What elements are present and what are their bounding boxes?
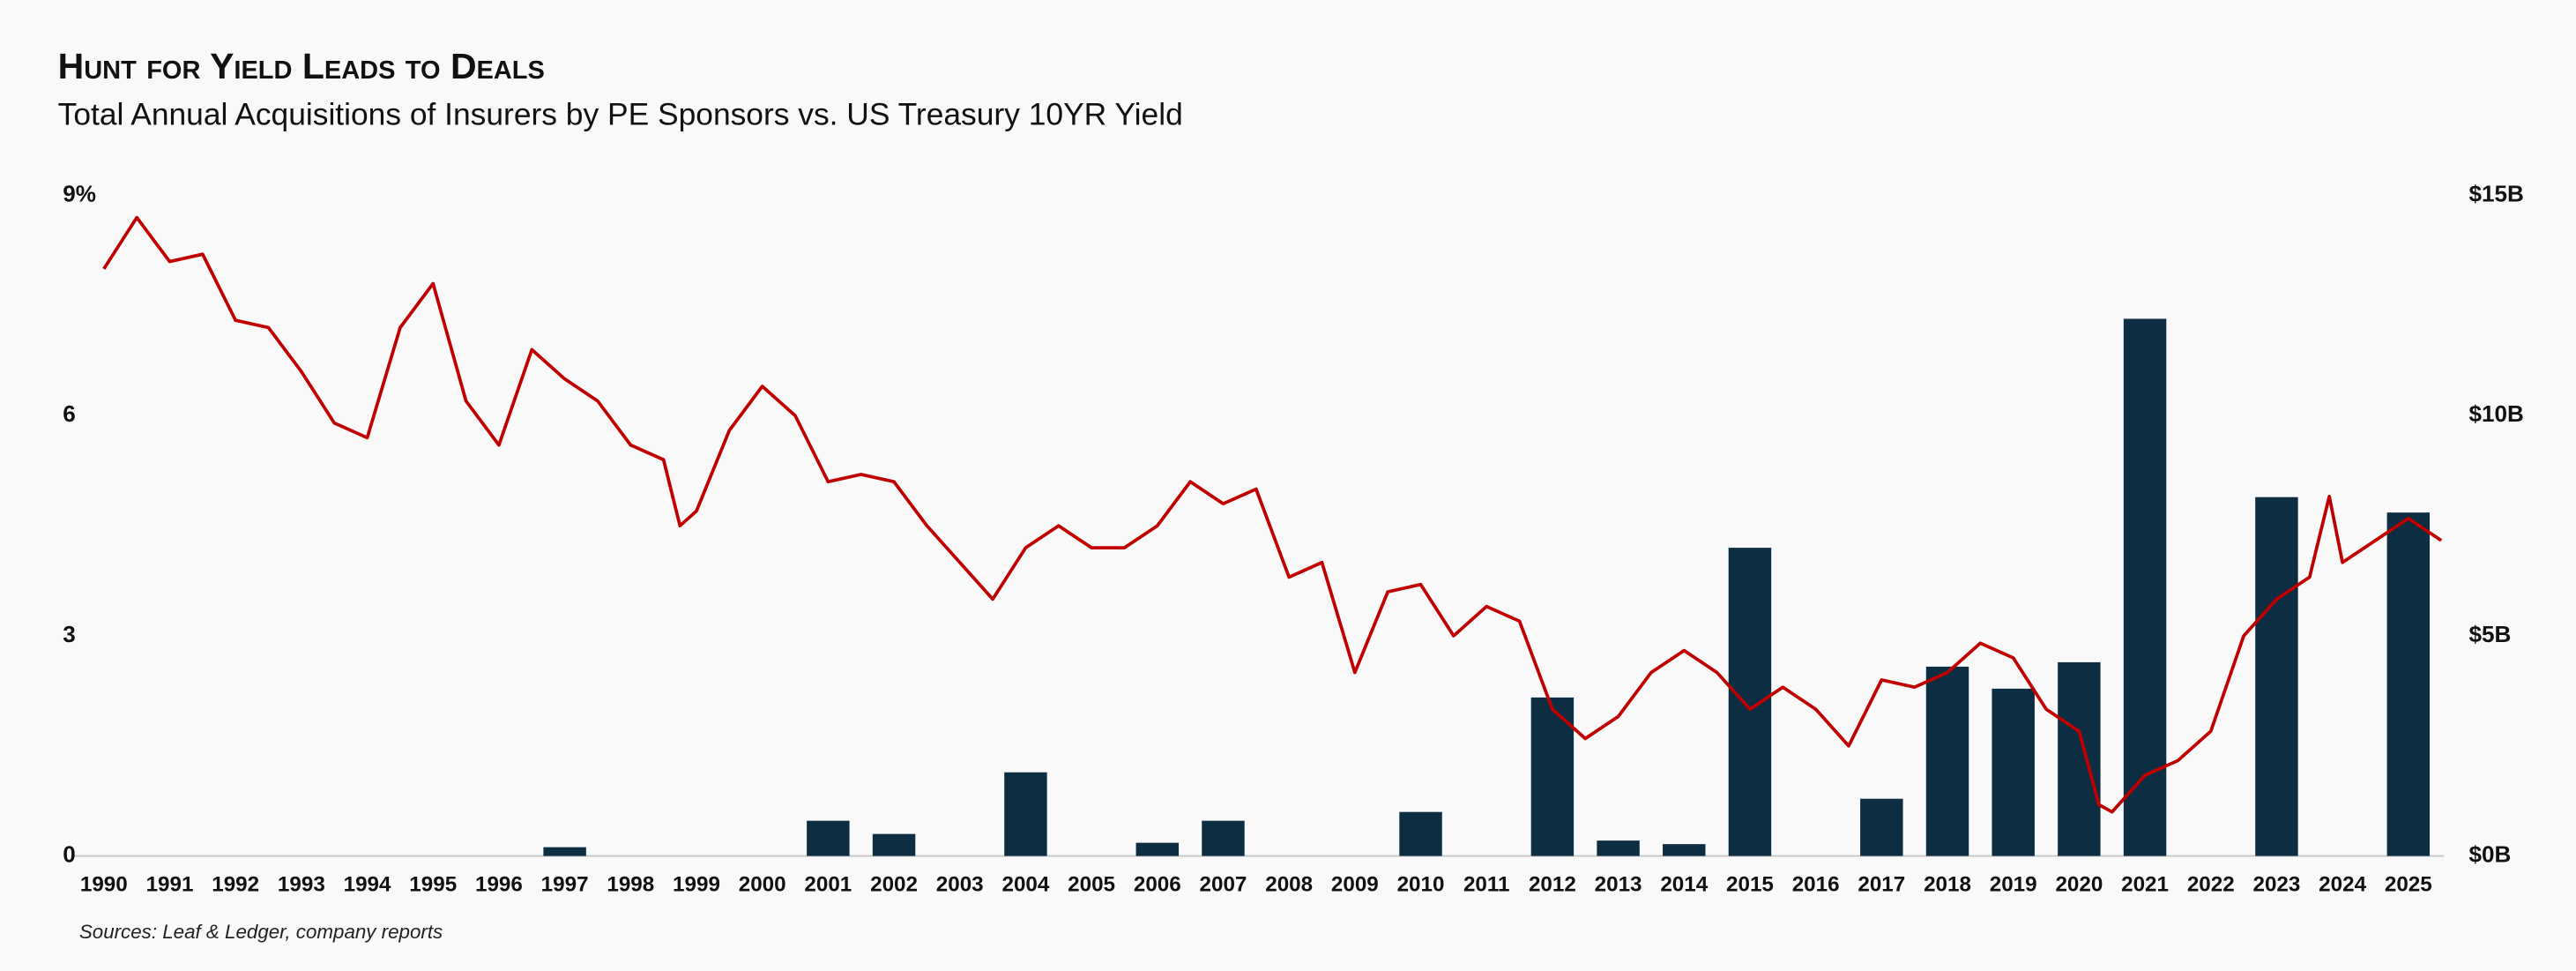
source-note: Sources: Leaf & Ledger, company reports	[79, 921, 443, 943]
x-tick-label: 2022	[2187, 873, 2235, 897]
y-tick-label: 0	[63, 840, 76, 867]
x-tick-label: 2004	[1001, 873, 1049, 897]
x-tick-label: 1995	[409, 873, 457, 897]
y-tick-label: 9%	[63, 181, 96, 207]
y2-tick-label: $0B	[2468, 840, 2511, 867]
y-tick-label: 6	[63, 400, 76, 427]
bar	[1663, 844, 1706, 856]
x-tick-label: 1991	[146, 873, 194, 897]
x-tick-label: 2002	[870, 873, 918, 897]
x-tick-label: 2025	[2385, 873, 2432, 897]
bar	[1004, 772, 1047, 856]
x-tick-label: 2024	[2319, 873, 2366, 897]
x-tick-label: 2017	[1858, 873, 1905, 897]
bar	[2386, 512, 2431, 856]
x-tick-label: 2006	[1134, 873, 1181, 897]
x-tick-label: 1990	[80, 873, 128, 897]
x-tick-label: 1999	[673, 873, 720, 897]
x-tick-label: 2021	[2121, 873, 2169, 897]
x-tick-label: 2018	[1924, 873, 1971, 897]
y2-tick-label: $10B	[2468, 400, 2523, 427]
x-tick-label: 1997	[541, 873, 589, 897]
x-tick-label: 2023	[2253, 873, 2301, 897]
x-tick-label: 2005	[1068, 873, 1115, 897]
bar	[1135, 842, 1180, 856]
x-tick-label: 2007	[1200, 873, 1247, 897]
bar	[1202, 820, 1245, 856]
chart-subtitle: Total Annual Acquisitions of Insurers by…	[58, 98, 1183, 132]
bar	[807, 820, 850, 856]
y2-tick-label: $5B	[2468, 621, 2511, 647]
x-tick-label: 1998	[607, 873, 654, 897]
bar	[1992, 688, 2035, 856]
x-tick-label: 2010	[1397, 873, 1445, 897]
yield-line	[102, 215, 2443, 814]
x-tick-label: 2019	[1990, 873, 2037, 897]
x-tick-label: 2014	[1660, 873, 1708, 897]
bar	[1597, 840, 1640, 856]
x-tick-label: 2003	[936, 873, 984, 897]
x-tick-label: 2012	[1529, 873, 1576, 897]
bar	[2058, 661, 2101, 856]
y-tick-label: 3	[63, 621, 76, 647]
bar	[1925, 666, 1969, 856]
bar	[1860, 798, 1903, 856]
x-tick-label: 2013	[1595, 873, 1642, 897]
x-tick-label: 1996	[475, 873, 523, 897]
y2-tick-label: $15B	[2468, 181, 2523, 207]
x-tick-label: 1994	[344, 873, 391, 897]
x-tick-label: 2009	[1331, 873, 1379, 897]
x-tick-label: 2016	[1792, 873, 1840, 897]
bar	[1728, 548, 1772, 856]
bar	[543, 847, 586, 856]
chart-title: Hunt for Yield Leads to Deals	[58, 46, 545, 86]
bar	[1399, 811, 1442, 856]
x-tick-label: 1992	[212, 873, 259, 897]
x-tick-label: 2020	[2055, 873, 2103, 897]
x-tick-label: 1993	[278, 873, 325, 897]
bar	[872, 833, 916, 856]
x-tick-label: 2011	[1463, 873, 1510, 897]
x-tick-label: 2001	[804, 873, 852, 897]
bar	[2255, 497, 2298, 856]
x-tick-label: 2000	[739, 873, 786, 897]
x-tick-label: 2008	[1265, 873, 1313, 897]
bar	[2123, 318, 2167, 856]
x-tick-label: 2015	[1726, 873, 1774, 897]
